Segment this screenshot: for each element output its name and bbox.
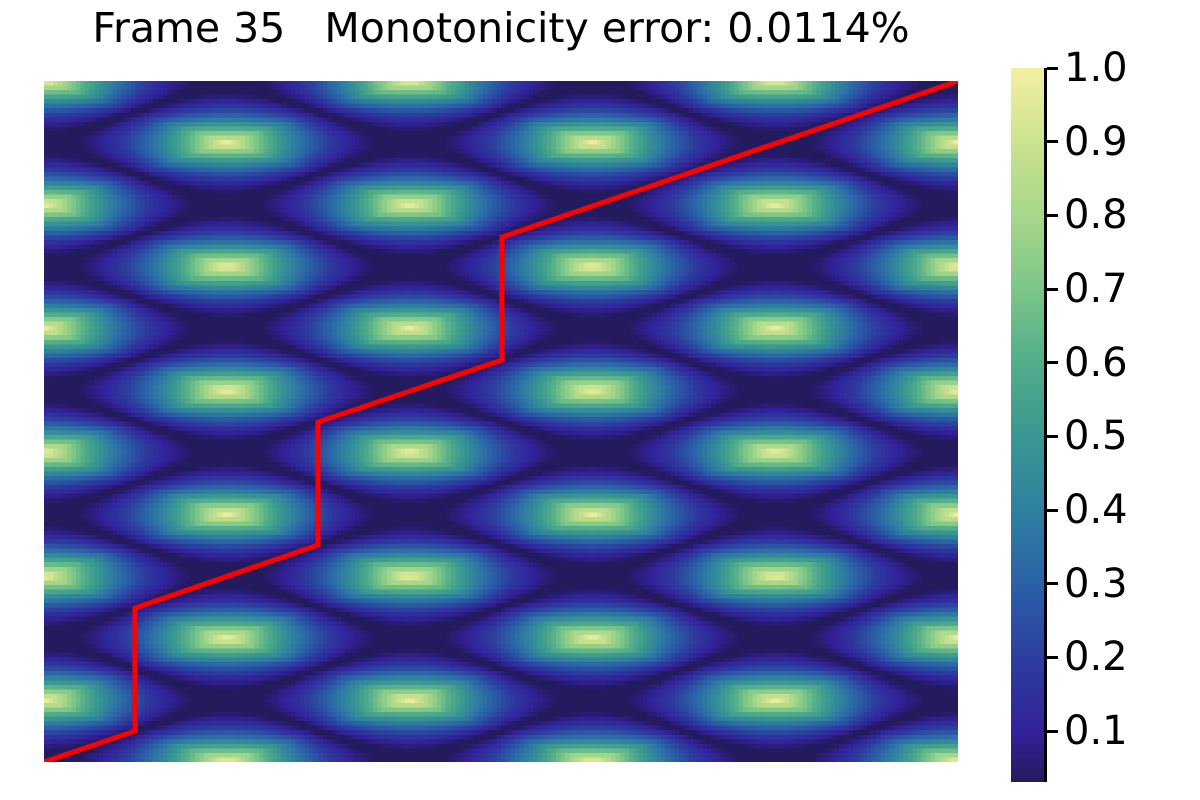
colorbar-tick-label: 0.8 bbox=[1064, 192, 1128, 239]
colorbar-tick-label: 1.0 bbox=[1064, 45, 1128, 91]
colorbar-tick-label: 0.1 bbox=[1064, 708, 1128, 755]
plot-title: Frame 35 Monotonicity error: 0.0114% bbox=[92, 4, 910, 52]
colorbar-tick-label: 0.6 bbox=[1064, 339, 1128, 386]
colorbar-tick-mark bbox=[1047, 582, 1058, 586]
colorbar-tick-mark bbox=[1047, 361, 1058, 365]
colorbar-tick-label: 0.9 bbox=[1064, 118, 1128, 165]
colorbar-tick-mark bbox=[1047, 655, 1058, 659]
colorbar-tick-mark bbox=[1047, 434, 1058, 438]
colorbar-tick-mark bbox=[1047, 508, 1058, 512]
colorbar-tick-mark bbox=[1047, 729, 1058, 733]
colorbar-tick-label: 0.2 bbox=[1064, 634, 1128, 681]
colorbar-gradient bbox=[1011, 68, 1044, 782]
colorbar-tick-label: 0.4 bbox=[1064, 487, 1128, 534]
colorbar-tick-label: 0.3 bbox=[1064, 560, 1128, 607]
step-line-overlay bbox=[44, 81, 958, 762]
colorbar-tick-label: 0.5 bbox=[1064, 413, 1128, 460]
heatmap-plot-area bbox=[44, 81, 958, 762]
colorbar-tick-mark bbox=[1047, 213, 1058, 217]
heatmap-canvas bbox=[44, 81, 958, 762]
colorbar-tick-label: 0.7 bbox=[1064, 266, 1128, 313]
colorbar: 1.0 0.9 0.8 0.7 0.6 0.5 0.4 0.3 0.2 0.1 bbox=[1011, 47, 1200, 782]
monotone-step-line bbox=[44, 81, 958, 762]
colorbar-tick-mark bbox=[1047, 287, 1058, 291]
colorbar-spine bbox=[1044, 68, 1047, 782]
colorbar-tick-mark bbox=[1047, 66, 1058, 70]
colorbar-tick-mark bbox=[1047, 140, 1058, 144]
